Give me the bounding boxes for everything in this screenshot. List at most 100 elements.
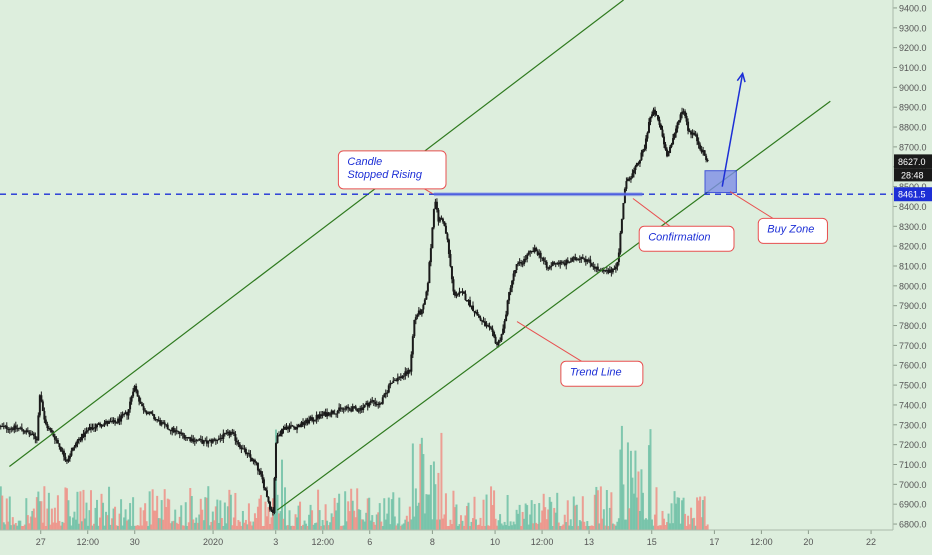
price-tick-label: 7600.0 (899, 361, 927, 371)
volume-bar (381, 525, 384, 530)
volume-bar (26, 515, 29, 530)
volume-bar (320, 525, 323, 530)
volume-bar (461, 520, 464, 530)
volume-bar (393, 516, 396, 530)
candle-body (404, 371, 407, 376)
volume-bar (296, 517, 299, 530)
candle-body (435, 201, 438, 210)
volume-bar (488, 525, 491, 530)
candle-body (619, 232, 622, 253)
volume-bar (308, 514, 311, 530)
candle-body (14, 425, 17, 429)
candle-body (353, 406, 356, 408)
time-axis[interactable]: 27 12:00 30 2020 3 12:00 6 8 10 12:00 13 15 17 12:00 2… (0, 529, 893, 547)
candle-body (503, 321, 506, 329)
candle-body (444, 225, 447, 234)
volume-bar (663, 518, 666, 530)
candle-body (261, 474, 264, 480)
volume-bar (675, 503, 678, 530)
volume-bar (590, 525, 593, 530)
volume-bar (384, 519, 387, 530)
candle-body (274, 443, 277, 479)
candle-body (291, 425, 294, 427)
price-axis[interactable]: 9400.0 9300.0 9200.0 9100.0 9000.0 8900.0 8800… (892, 0, 927, 530)
volume-bar (605, 490, 608, 530)
volume-bar (129, 503, 132, 530)
time-tick-label: 8 (430, 537, 435, 547)
volume-bar (472, 518, 475, 530)
candle-body (330, 410, 333, 415)
candle-body (258, 470, 261, 472)
volume-bar (214, 506, 217, 530)
volume-bar (153, 510, 156, 530)
candle-body (493, 331, 496, 337)
candle-body (622, 202, 625, 220)
candle-body (667, 153, 670, 157)
candle-body (476, 312, 479, 316)
candle-body (553, 262, 556, 264)
candle-body (303, 423, 306, 425)
volume-bar (305, 523, 308, 530)
volume-bar (297, 505, 300, 530)
volume-bar (626, 442, 629, 530)
candle-body (89, 427, 92, 430)
candle-body (145, 411, 148, 414)
candle-body (429, 248, 432, 263)
candle-body (97, 423, 100, 425)
candle-body (336, 410, 339, 414)
volume-bar (467, 502, 470, 530)
candle-body (67, 458, 70, 462)
volume-bar (684, 513, 687, 530)
candle-body (705, 155, 708, 160)
volume-bar (505, 524, 508, 530)
candle-body (348, 408, 351, 410)
volume-bar (541, 510, 544, 530)
candle-body (99, 423, 102, 426)
candle-body (647, 121, 650, 133)
volume-bar (506, 494, 509, 530)
volume-bar (652, 525, 655, 530)
candle-body (425, 291, 428, 300)
volume-bar (514, 524, 517, 530)
candle-body (459, 291, 462, 293)
volume-bar (287, 525, 290, 530)
volume-bar (91, 525, 94, 530)
candle-body (592, 266, 595, 268)
candle-body (496, 343, 499, 345)
candle-body (389, 382, 392, 386)
candle-body (192, 438, 195, 442)
volume-bar (496, 525, 499, 530)
candle-body (417, 310, 420, 315)
volume-bar (172, 520, 175, 530)
volume-bar (120, 499, 123, 530)
volume-bar (199, 498, 202, 530)
volume-bar (341, 525, 344, 530)
candle-body (253, 459, 256, 463)
volume-bar (250, 525, 253, 530)
volume-bar (162, 519, 165, 530)
price-tick-label: 7900.0 (899, 301, 927, 311)
candle-body (419, 310, 422, 315)
candle-body (452, 279, 455, 292)
candle-body (625, 181, 628, 189)
candle-body (327, 412, 330, 416)
candle-body (59, 447, 62, 452)
candle-body (277, 435, 280, 437)
volume-bar (193, 522, 196, 530)
volume-bar (86, 525, 89, 530)
candle-body (234, 433, 237, 441)
volume-bar (16, 525, 19, 530)
volume-bar (186, 525, 189, 530)
price-tick-label: 9100.0 (899, 63, 927, 73)
volume-bar (681, 500, 684, 530)
candle-body (465, 300, 468, 302)
candle-body (458, 291, 461, 294)
candle-body (620, 219, 623, 233)
time-tick-label: 2020 (203, 537, 223, 547)
volume-bar (196, 522, 199, 530)
volume-bar (672, 523, 675, 530)
candle-body (268, 501, 271, 510)
volume-bar (386, 513, 389, 530)
